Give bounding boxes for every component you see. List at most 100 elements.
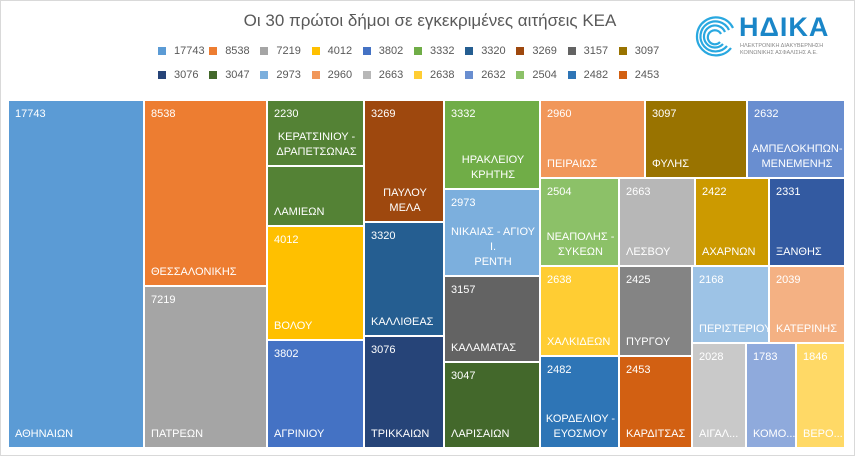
legend-item: 8538 bbox=[209, 45, 250, 57]
legend-item: 3320 bbox=[465, 45, 506, 57]
legend-item: 3097 bbox=[618, 45, 660, 57]
legend-item: 2973 bbox=[260, 69, 301, 81]
legend-label: 3047 bbox=[225, 69, 250, 81]
legend-swatch bbox=[567, 47, 576, 55]
legend-item: 3332 bbox=[414, 45, 454, 57]
legend-item: 2663 bbox=[362, 69, 404, 81]
tile-label: ΛΑΜΙΕΩΝ bbox=[274, 206, 325, 218]
tile-value: 1846 bbox=[803, 351, 828, 363]
legend-swatch bbox=[618, 47, 627, 55]
tile-label: ΛΑΡΙΣΑΙΩΝ bbox=[451, 428, 510, 440]
tile-value: 3157 bbox=[451, 284, 476, 296]
legend-swatch bbox=[516, 47, 525, 55]
tile-label: ΧΑΛΚΙΔΕΩΝ bbox=[547, 336, 611, 348]
tile-label: ΠΕΙΡΑΙΩΣ bbox=[547, 158, 598, 170]
tile-value: 2425 bbox=[626, 274, 651, 286]
treemap-tile: 3097 ΦΥΛΗΣ bbox=[646, 101, 746, 177]
legend-item: 3802 bbox=[362, 45, 404, 57]
tile-label: ΚΑΡΔΙΤΣΑΣ bbox=[626, 428, 686, 440]
tile-value: 2422 bbox=[702, 186, 727, 198]
tile-value: 2230 bbox=[274, 108, 299, 120]
legend-label: 3097 bbox=[634, 45, 660, 57]
legend-label: 8538 bbox=[225, 45, 250, 57]
chart-title: Οι 30 πρώτοι δήμοι σε εγκεκριμένες αιτήσ… bbox=[243, 11, 617, 30]
tile-label: ΘΕΣΣΑΛΟΝΙΚΗΣ bbox=[151, 266, 237, 278]
legend-label: 2482 bbox=[583, 69, 609, 81]
legend-label: 2973 bbox=[276, 69, 301, 81]
tile-value: 2168 bbox=[699, 274, 724, 286]
treemap-tile: 3802 ΑΓΡΙΝΙΟΥ bbox=[268, 341, 363, 447]
idika-logo: ΗΔΙΚΑ ΗΛΕΚΤΡΟΝΙΚΗ ΔΙΑΚΥΒΕΡΝΗΣΗ ΚΟΙΝΩΝΙΚΗ… bbox=[693, 12, 853, 62]
legend-item: 3269 bbox=[516, 45, 557, 57]
tile-label: ΒΕΡΟ... bbox=[803, 428, 843, 440]
tile-value: 3802 bbox=[274, 348, 299, 360]
legend-swatch bbox=[618, 71, 627, 79]
treemap-tile: 2028 ΑΙΓΑΛ... bbox=[693, 344, 745, 447]
treemap-tile: 1783 ΚΟΜΟ... bbox=[747, 344, 795, 447]
legend-swatch bbox=[465, 71, 474, 79]
tile-label: ΑΜΠΕΛΟΚΗΠΩΝ- ΜΕΝΕΜΕΝΗΣ bbox=[752, 143, 843, 170]
treemap-tile: 2663 ΛΕΣΒΟΥ bbox=[620, 179, 694, 265]
tile-value: 3332 bbox=[451, 108, 476, 120]
tile-label: ΠΑΤΡΕΩΝ bbox=[151, 428, 204, 440]
tile-label: ΤΡΙΚΚΑΙΩΝ bbox=[371, 428, 430, 440]
treemap-tile: 3332 ΗΡΑΚΛΕΙΟΥ ΚΡΗΤΗΣ bbox=[445, 101, 539, 188]
tile-value: 3320 bbox=[371, 230, 396, 242]
treemap-tile: ΛΑΜΙΕΩΝ bbox=[268, 167, 363, 225]
tile-value: 2638 bbox=[547, 274, 572, 286]
tile-value: 2973 bbox=[451, 197, 476, 209]
tile-label: ΚΟΜΟ... bbox=[753, 428, 795, 440]
legend-item: 7219 bbox=[260, 45, 301, 57]
tile-label: ΠΕΡΙΣΤΕΡΙΟΥ bbox=[699, 323, 768, 335]
legend-item: 2638 bbox=[414, 69, 454, 81]
tile-label: ΠΥΡΓΟΥ bbox=[626, 336, 671, 348]
legend-label: 3269 bbox=[532, 45, 557, 57]
tile-value: 8538 bbox=[151, 108, 176, 120]
legend-label: 2663 bbox=[378, 69, 404, 81]
logo-subtitle: ΗΛΕΚΤΡΟΝΙΚΗ ΔΙΑΚΥΒΕΡΝΗΣΗ ΚΟΙΝΩΝΙΚΗΣ ΑΣΦΑ… bbox=[740, 43, 824, 56]
legend-swatch bbox=[516, 71, 525, 79]
treemap-tile: 2504 ΝΕΑΠΟΛΗΣ - ΣΥΚΕΩΝ bbox=[541, 179, 618, 265]
treemap-tile: 2425 ΠΥΡΓΟΥ bbox=[620, 267, 691, 355]
tile-value: 1783 bbox=[753, 351, 778, 363]
legend-swatch bbox=[311, 47, 320, 55]
tile-label: ΛΕΣΒΟΥ bbox=[626, 246, 671, 258]
legend-label: 7219 bbox=[276, 45, 301, 57]
legend-item: 2632 bbox=[465, 69, 506, 81]
tile-label: ΝΙΚΑΙΑΣ - ΑΓΙΟΥ Ι. ΡΕΝΤΗ bbox=[450, 226, 536, 268]
legend-label: 3332 bbox=[430, 45, 455, 57]
tile-label: ΑΧΑΡΝΩΝ bbox=[702, 246, 756, 258]
legend-label: 2453 bbox=[634, 69, 660, 81]
tile-value: 4012 bbox=[274, 234, 299, 246]
tile-label: ΚΑΛΛΙΘΕΑΣ bbox=[371, 316, 434, 328]
legend-swatch bbox=[260, 71, 269, 79]
tile-value: 3047 bbox=[451, 370, 476, 382]
treemap-tile: 3047 ΛΑΡΙΣΑΙΩΝ bbox=[445, 363, 539, 447]
treemap-tile: 2453 ΚΑΡΔΙΤΣΑΣ bbox=[620, 357, 691, 447]
tile-value: 3076 bbox=[371, 344, 396, 356]
legend-label: 3157 bbox=[583, 45, 609, 57]
treemap-tile: 8538 ΘΕΣΣΑΛΟΝΙΚΗΣ bbox=[145, 101, 266, 285]
tile-value: 2028 bbox=[699, 351, 724, 363]
tile-label: ΑΘΗΝΑΙΩΝ bbox=[15, 428, 74, 440]
legend-item: 17743 bbox=[158, 45, 205, 57]
legend-item: 4012 bbox=[311, 45, 352, 57]
logo-wordmark: ΗΔΙΚΑ bbox=[739, 12, 830, 42]
tile-value: 2504 bbox=[547, 186, 572, 198]
treemap-tile: 2230 ΚΕΡΑΤΣΙΝΙΟΥ - ΔΡΑΠΕΤΣΩΝΑΣ bbox=[268, 101, 363, 165]
tile-value: 3097 bbox=[652, 108, 677, 120]
treemap-tile: 2039 ΚΑΤΕΡΙΝΗΣ bbox=[770, 267, 844, 342]
legend-label: 3802 bbox=[378, 45, 404, 57]
logo-swirl-icon bbox=[695, 16, 734, 57]
treemap-tile: 3157 ΚΑΛΑΜΑΤΑΣ bbox=[445, 277, 539, 361]
tile-label: ΗΡΑΚΛΕΙΟΥ ΚΡΗΤΗΣ bbox=[461, 154, 525, 181]
tile-label: ΞΑΝΘΗΣ bbox=[776, 246, 822, 258]
legend-item: 2453 bbox=[618, 69, 660, 81]
treemap-tile: 17743 ΑΘΗΝΑΙΩΝ bbox=[9, 101, 143, 447]
legend-swatch bbox=[209, 47, 218, 55]
treemap-tile: 4012 ΒΟΛΟΥ bbox=[268, 227, 363, 339]
legend-label: 2638 bbox=[430, 69, 455, 81]
tile-value: 2331 bbox=[776, 186, 801, 198]
tile-value: 2632 bbox=[754, 108, 779, 120]
tile-label: ΝΕΑΠΟΛΗΣ - ΣΥΚΕΩΝ bbox=[546, 231, 615, 258]
